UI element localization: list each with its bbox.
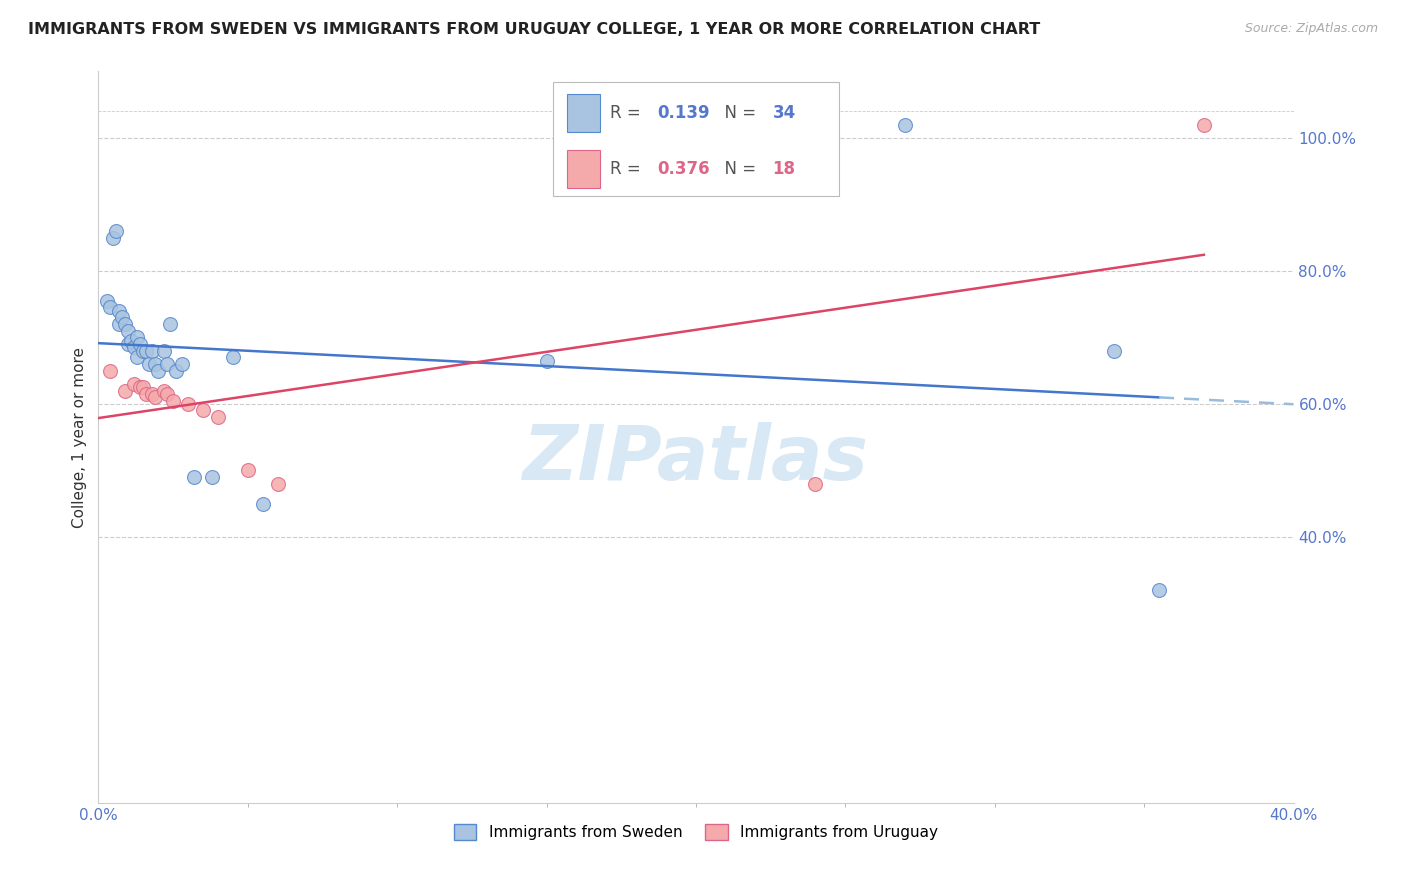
Point bbox=[96, 293, 118, 308]
Point bbox=[267, 476, 290, 491]
Point bbox=[143, 390, 166, 404]
Text: 18: 18 bbox=[772, 160, 796, 178]
Point bbox=[536, 353, 558, 368]
Point bbox=[120, 334, 142, 348]
Point bbox=[207, 410, 229, 425]
Point bbox=[103, 230, 125, 244]
Point bbox=[153, 384, 176, 398]
Point bbox=[1192, 118, 1215, 132]
Point bbox=[1104, 343, 1126, 358]
Text: N =: N = bbox=[714, 160, 761, 178]
Point bbox=[201, 470, 224, 484]
Point bbox=[105, 224, 128, 238]
Point bbox=[129, 380, 152, 394]
Point bbox=[156, 357, 179, 371]
Point bbox=[141, 387, 163, 401]
Point bbox=[162, 393, 184, 408]
Point bbox=[98, 301, 122, 315]
Point bbox=[98, 363, 122, 377]
Point bbox=[156, 387, 179, 401]
FancyBboxPatch shape bbox=[553, 82, 839, 195]
Point bbox=[127, 351, 149, 365]
Text: 0.139: 0.139 bbox=[658, 104, 710, 122]
Point bbox=[159, 317, 181, 331]
Point bbox=[141, 343, 163, 358]
Point bbox=[148, 363, 170, 377]
Point bbox=[252, 497, 274, 511]
Point bbox=[114, 317, 136, 331]
Point bbox=[172, 357, 194, 371]
Point bbox=[804, 476, 827, 491]
Point bbox=[129, 337, 152, 351]
Point bbox=[177, 397, 200, 411]
Point bbox=[135, 387, 157, 401]
Point bbox=[1147, 582, 1170, 597]
Text: N =: N = bbox=[714, 104, 761, 122]
Point bbox=[117, 324, 139, 338]
Bar bbox=[567, 94, 600, 132]
Point bbox=[165, 363, 187, 377]
Point bbox=[138, 357, 160, 371]
Text: IMMIGRANTS FROM SWEDEN VS IMMIGRANTS FROM URUGUAY COLLEGE, 1 YEAR OR MORE CORREL: IMMIGRANTS FROM SWEDEN VS IMMIGRANTS FRO… bbox=[28, 22, 1040, 37]
Point bbox=[191, 403, 214, 417]
Text: 0.376: 0.376 bbox=[658, 160, 710, 178]
Text: 34: 34 bbox=[772, 104, 796, 122]
Point bbox=[183, 470, 205, 484]
Point bbox=[108, 317, 131, 331]
Point bbox=[894, 118, 917, 132]
Point bbox=[108, 303, 131, 318]
Point bbox=[124, 376, 146, 391]
Point bbox=[143, 357, 166, 371]
Point bbox=[236, 463, 259, 477]
Y-axis label: College, 1 year or more: College, 1 year or more bbox=[72, 347, 87, 527]
Point bbox=[117, 337, 139, 351]
Point bbox=[114, 384, 136, 398]
Point bbox=[127, 330, 149, 344]
Text: ZIPatlas: ZIPatlas bbox=[523, 422, 869, 496]
Point bbox=[222, 351, 245, 365]
Point bbox=[135, 343, 157, 358]
Text: Source: ZipAtlas.com: Source: ZipAtlas.com bbox=[1244, 22, 1378, 36]
Text: R =: R = bbox=[610, 160, 645, 178]
Point bbox=[132, 343, 155, 358]
Bar bbox=[567, 150, 600, 187]
Point bbox=[153, 343, 176, 358]
Point bbox=[111, 310, 134, 325]
Text: R =: R = bbox=[610, 104, 645, 122]
Legend: Immigrants from Sweden, Immigrants from Uruguay: Immigrants from Sweden, Immigrants from … bbox=[447, 818, 945, 847]
Point bbox=[132, 380, 155, 394]
Point bbox=[124, 340, 146, 354]
